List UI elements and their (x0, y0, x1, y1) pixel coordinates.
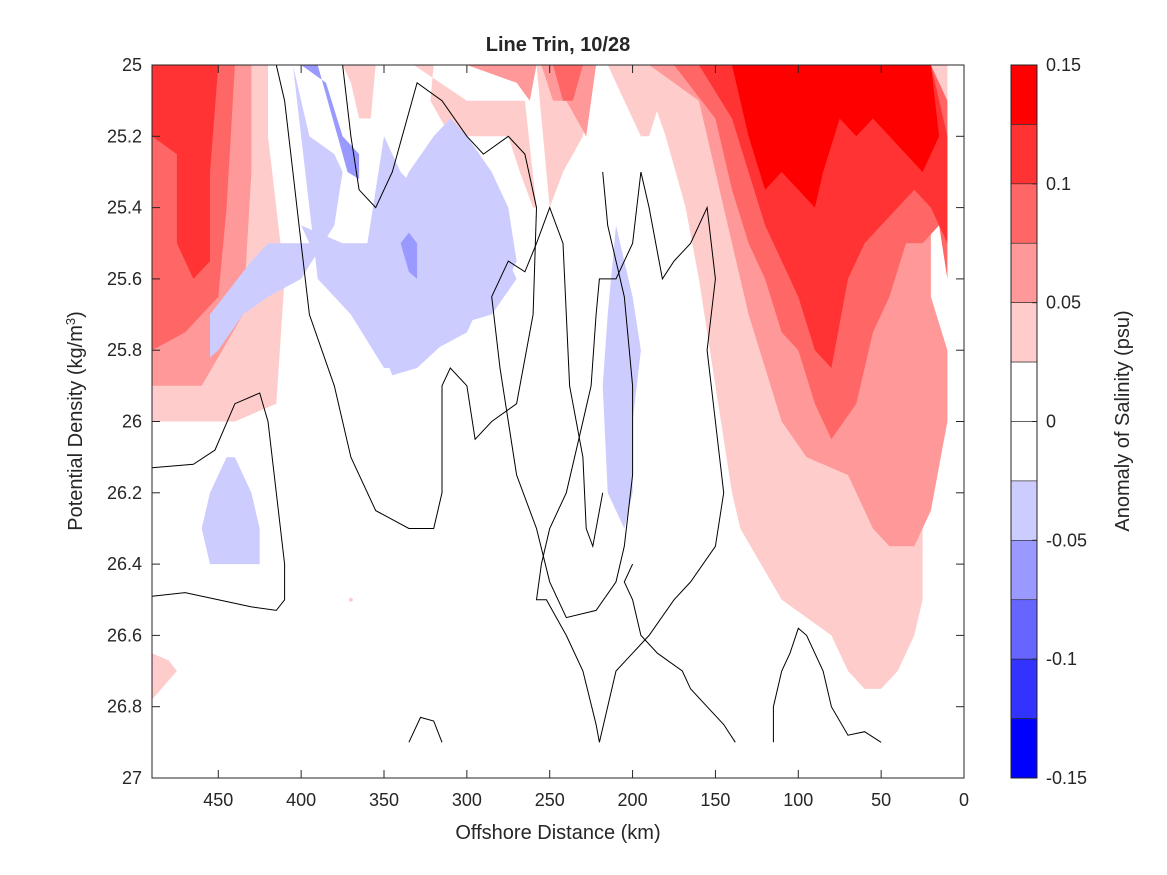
contour-line-6 (772, 627, 882, 743)
colorbar-swatch-10 (1010, 658, 1038, 719)
y-tick-label: 26.6 (107, 625, 142, 645)
filled-contour-regions (152, 65, 948, 700)
x-tick-label: 0 (959, 790, 969, 810)
y-tick-label: 25.8 (107, 340, 142, 360)
colorbar-swatch-6 (1010, 421, 1038, 482)
x-axis-label: Offshore Distance (km) (455, 822, 660, 844)
y-axis-ticks: 25 25.2 25.4 25.6 25.8 26 26.2 26.4 26.6 26.8 27 (107, 55, 964, 788)
y-tick-label: 25.4 (107, 198, 142, 218)
x-tick-label: 350 (369, 790, 399, 810)
contour-region-4 (152, 653, 177, 700)
colorbar-swatch-1 (1010, 124, 1038, 185)
contour-line-0 (152, 392, 286, 611)
x-tick-label: 300 (452, 790, 482, 810)
colorbar-tick-label: -0.05 (1046, 530, 1087, 550)
y-axis-label: Potential Density (kg/m3) (63, 311, 88, 531)
x-tick-label: 100 (783, 790, 813, 810)
zero-contour-lines (152, 65, 882, 743)
contour-line-3 (535, 171, 725, 743)
y-axis-label-main: Potential Density (kg/m (65, 325, 87, 531)
colorbar-tick-label: -0.1 (1046, 649, 1077, 669)
chart-title: Line Trin, 10/28 (486, 34, 631, 56)
colorbar-swatch-11 (1010, 718, 1038, 779)
x-tick-label: 250 (535, 790, 565, 810)
colorbar-tick-label: 0.1 (1046, 174, 1071, 194)
colorbar-tick-label: 0.05 (1046, 293, 1081, 313)
contour-line-2 (491, 171, 634, 619)
y-tick-label: 27 (122, 768, 142, 788)
contour-speck (348, 597, 353, 602)
x-tick-label: 150 (700, 790, 730, 810)
y-axis-label-sup: 3 (63, 318, 78, 325)
colorbar-swatch-5 (1010, 361, 1038, 422)
contour-region-9 (553, 65, 583, 101)
colorbar-tick-label: 0.15 (1046, 55, 1081, 75)
contour-region-14 (732, 65, 940, 208)
contour-line-4 (408, 716, 443, 743)
contour-region-7 (466, 65, 537, 101)
contour-region-5 (342, 65, 376, 119)
x-tick-label: 200 (618, 790, 648, 810)
contour-region-3 (152, 65, 219, 279)
colorbar-swatch-0 (1010, 64, 1038, 125)
x-tick-label: 50 (871, 790, 891, 810)
contour-region-17 (301, 65, 360, 180)
y-tick-label: 26.2 (107, 483, 142, 503)
contour-line-1 (275, 65, 538, 529)
colorbar-swatch-8 (1010, 540, 1038, 601)
contour-region-18 (400, 232, 418, 279)
colorbar-swatch-9 (1010, 599, 1038, 660)
y-axis-label-close: ) (65, 311, 87, 318)
y-tick-label: 26.4 (107, 554, 142, 574)
colorbar-tick-label: -0.15 (1046, 768, 1087, 788)
x-axis-ticks: 450 400 350 300 250 200 150 100 50 0 (203, 65, 969, 810)
y-tick-label: 26 (122, 412, 142, 432)
colorbar-swatch-3 (1010, 242, 1038, 303)
x-tick-label: 400 (286, 790, 316, 810)
y-tick-label: 26.8 (107, 697, 142, 717)
colorbar-label: Anomaly of Salinity (psu) (1112, 310, 1134, 531)
y-tick-label: 25 (122, 55, 142, 75)
colorbar-swatch-4 (1010, 302, 1038, 363)
y-tick-label: 25.2 (107, 126, 142, 146)
y-tick-label: 25.6 (107, 269, 142, 289)
colorbar-tick-label: 0 (1046, 412, 1056, 432)
contour-line-5 (623, 563, 736, 743)
colorbar-swatch-2 (1010, 183, 1038, 244)
x-tick-label: 450 (203, 790, 233, 810)
colorbar-swatch-7 (1010, 480, 1038, 541)
contour-region-20 (201, 457, 260, 565)
colorbar: 0.15 0.1 0.05 0 -0.05 -0.1 -0.15 (1010, 55, 1087, 788)
contour-region-19 (602, 225, 641, 529)
